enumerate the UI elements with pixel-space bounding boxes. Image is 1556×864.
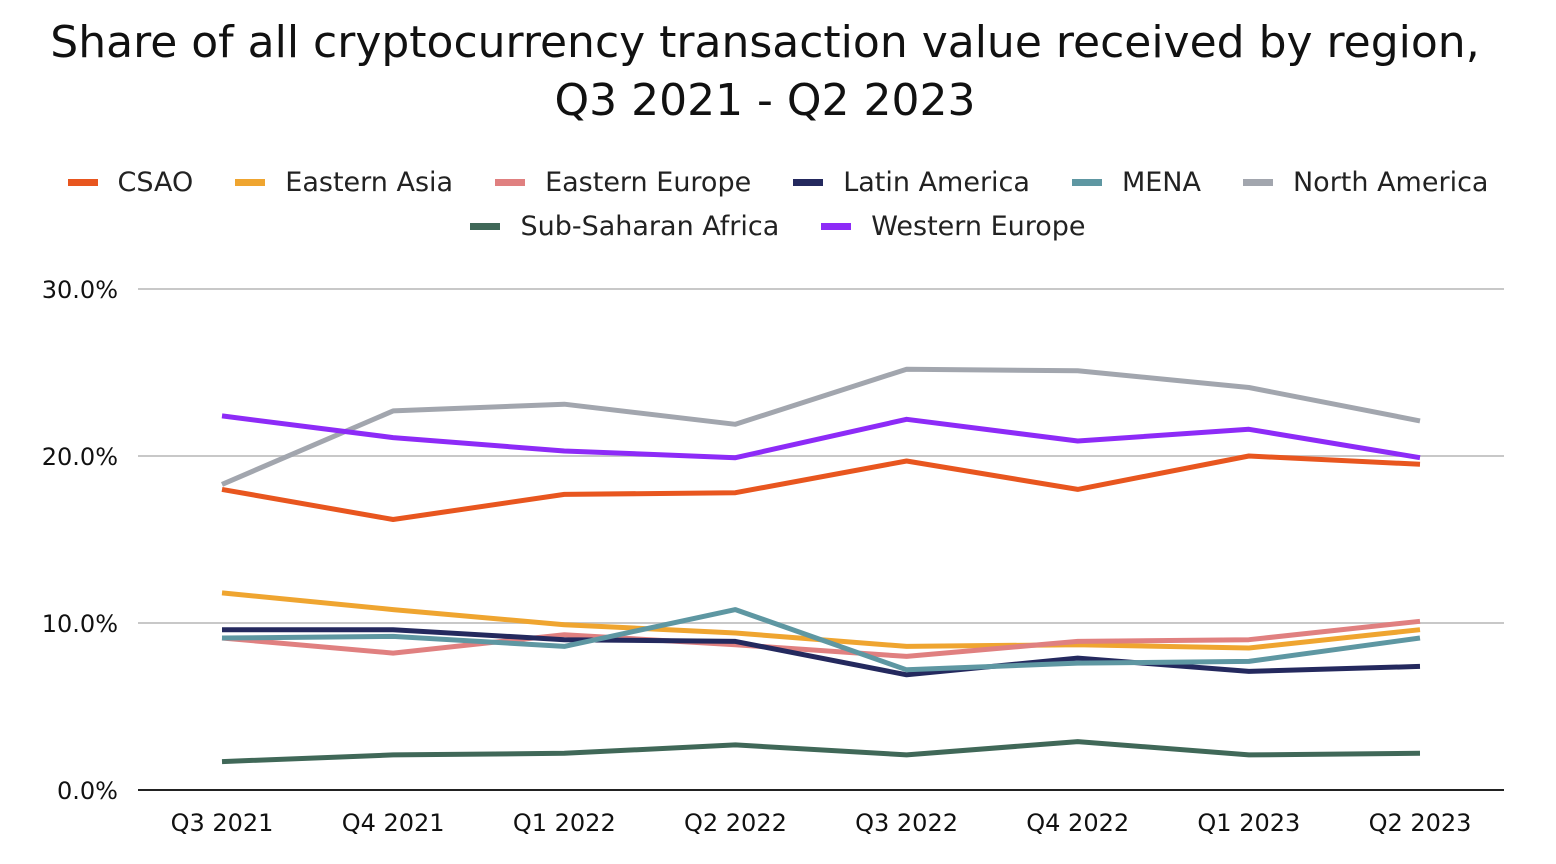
series-line-eastern-europe	[221, 618, 1421, 659]
legend-item-western-europe[interactable]: Western Europe	[821, 210, 1086, 242]
y-tick-label: 30.0%	[42, 276, 118, 304]
y-tick-label: 20.0%	[42, 443, 118, 471]
series-line-western-europe	[221, 413, 1421, 461]
legend-swatch-sub-saharan-africa	[470, 222, 501, 230]
x-tick-label: Q2 2022	[684, 809, 787, 837]
legend-row-2: Sub-Saharan Africa Western Europe	[0, 204, 1556, 248]
legend-row-1: CSAO Eastern Asia Eastern Europe Latin A…	[0, 160, 1556, 204]
series-line-north-america	[221, 366, 1421, 487]
legend-label-eastern-asia: Eastern Asia	[285, 166, 454, 198]
legend-label-latin-america: Latin America	[843, 166, 1030, 198]
legend-item-csao[interactable]: CSAO	[67, 166, 194, 198]
series-line-csao	[221, 453, 1421, 522]
legend-item-mena[interactable]: MENA	[1071, 166, 1201, 198]
legend-item-sub-saharan-africa[interactable]: Sub-Saharan Africa	[470, 211, 779, 242]
legend-item-latin-america[interactable]: Latin America	[793, 167, 1030, 198]
legend-swatch-csao	[67, 178, 98, 186]
x-tick-label: Q1 2022	[513, 809, 616, 837]
x-tick-label: Q3 2022	[855, 809, 958, 837]
legend-label-eastern-europe: Eastern Europe	[545, 166, 752, 198]
legend-item-eastern-europe[interactable]: Eastern Europe	[495, 167, 751, 198]
legend-swatch-north-america	[1242, 178, 1273, 186]
chart-title-line-2: Q3 2021 - Q2 2023	[554, 75, 976, 126]
chart-legend: CSAO Eastern Asia Eastern Europe Latin A…	[0, 160, 1556, 248]
x-tick-label: Q4 2021	[342, 809, 445, 837]
chart-title-line-1: Share of all cryptocurrency transaction …	[50, 17, 1480, 68]
legend-swatch-mena	[1071, 178, 1102, 186]
legend-label-sub-saharan-africa: Sub-Saharan Africa	[520, 210, 780, 242]
y-tick-label: 0.0%	[57, 777, 118, 805]
legend-swatch-western-europe	[821, 222, 852, 230]
series-line-latin-america	[222, 627, 1421, 678]
legend-swatch-latin-america	[793, 178, 824, 186]
legend-item-eastern-asia[interactable]: Eastern Asia	[235, 167, 453, 198]
legend-item-north-america[interactable]: North America	[1242, 166, 1489, 198]
legend-label-western-europe: Western Europe	[871, 210, 1086, 242]
legend-label-csao: CSAO	[117, 166, 194, 198]
y-tick-label: 10.0%	[42, 610, 118, 638]
x-tick-label: Q3 2021	[171, 809, 274, 837]
x-tick-label: Q1 2023	[1197, 809, 1300, 837]
series-line-sub-saharan-africa	[221, 739, 1421, 765]
x-tick-label: Q2 2023	[1369, 809, 1472, 837]
chart-title: Share of all cryptocurrency transaction …	[0, 14, 1530, 130]
series-line-mena	[221, 607, 1421, 673]
legend-label-mena: MENA	[1121, 166, 1201, 198]
legend-swatch-eastern-asia	[235, 178, 266, 186]
legend-swatch-eastern-europe	[495, 178, 526, 186]
legend-label-north-america: North America	[1292, 166, 1489, 198]
x-tick-label: Q4 2022	[1026, 809, 1129, 837]
